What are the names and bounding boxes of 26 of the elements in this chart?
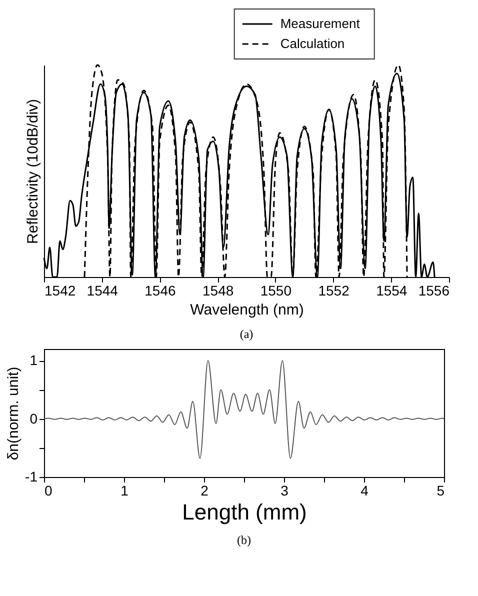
x-tick-label: 2 (200, 482, 209, 498)
y-axis-title: δn(norm. unit) (5, 366, 22, 460)
y-tick-label: -1 (25, 468, 38, 484)
legend-label: Measurement (280, 16, 360, 31)
y-tick-label: 1 (30, 352, 38, 368)
legend-label: Calculation (280, 36, 345, 51)
y-axis-title: Reflectivity (10dB/div) (24, 98, 42, 244)
x-tick-label: 4 (360, 482, 369, 498)
x-tick-label: 1552 (318, 282, 350, 298)
x-axis-title: Wavelength (nm) (190, 302, 304, 318)
x-axis-title: Length (mm) (182, 500, 307, 524)
x-tick-label: 1542 (44, 282, 76, 298)
text: (a) (240, 327, 254, 341)
text: (b) (237, 533, 251, 547)
x-tick-label: 1546 (144, 282, 176, 298)
x-tick-label: 1544 (86, 282, 118, 298)
x-tick-label: 0 (44, 482, 52, 498)
x-tick-label: 3 (280, 482, 289, 498)
x-tick-label: 1556 (418, 282, 450, 298)
line-series (44, 360, 444, 459)
x-tick-label: 1550 (260, 282, 292, 298)
x-tick-label: 1548 (202, 282, 234, 298)
x-tick-label: 1554 (376, 282, 408, 298)
x-tick-label: 1 (120, 482, 129, 498)
y-tick-label: 0 (30, 410, 38, 426)
x-tick-label: 5 (436, 482, 445, 498)
